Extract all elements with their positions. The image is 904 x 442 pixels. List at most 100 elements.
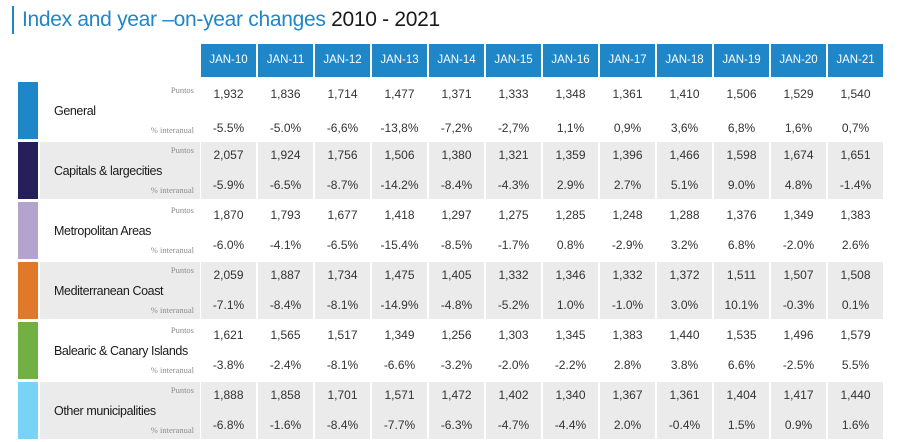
region-label: Puntos Balearic & Canary Islands % interan… xyxy=(40,322,200,379)
region-label: Puntos Capitals & largecities % interanual xyxy=(40,142,200,199)
change-value: -2.9% xyxy=(611,238,644,252)
index-value: 1,535 xyxy=(726,328,757,342)
region-name: Mediterranean Coast xyxy=(54,283,164,298)
column-header: JAN-12 xyxy=(315,44,370,77)
change-value: 3.8% xyxy=(670,358,699,372)
region-name: General xyxy=(54,103,96,118)
index-value: 1,621 xyxy=(213,328,244,342)
interanual-label: % interanual xyxy=(150,425,194,435)
change-value: -8.7% xyxy=(315,171,370,199)
puntos-label: Puntos xyxy=(170,145,194,155)
index-value: 1,361 xyxy=(657,382,712,411)
index-value: 1,321 xyxy=(486,142,541,171)
change-value: -4.1% xyxy=(269,238,302,252)
change-value: -6.6% xyxy=(383,358,416,372)
change-value: -1.7% xyxy=(497,238,530,252)
index-value: 1,303 xyxy=(498,328,529,342)
change-value: -8.1% xyxy=(315,291,370,319)
change-value: 3.0% xyxy=(657,291,712,319)
index-value: 1,440 xyxy=(828,382,883,411)
index-value: 1,349 xyxy=(783,208,814,222)
index-value: 2,059 xyxy=(201,262,256,291)
region-color-bar xyxy=(18,202,38,259)
region-color-bar xyxy=(18,382,38,439)
change-value: 0.1% xyxy=(828,291,883,319)
change-value: 2.6% xyxy=(841,238,870,252)
change-value: -3.8% xyxy=(212,358,245,372)
puntos-label: Puntos xyxy=(170,205,194,215)
index-value: 1,404 xyxy=(714,382,769,411)
region-color-bar xyxy=(18,322,38,379)
interanual-label: % interanual xyxy=(150,365,194,375)
interanual-label: % interanual xyxy=(150,245,194,255)
index-value: 1,496 xyxy=(783,328,814,342)
index-value: 1,540 xyxy=(840,87,871,101)
change-value: 5.5% xyxy=(841,358,870,372)
region-label: Puntos Mediterranean Coast % interanual xyxy=(40,262,200,319)
index-value: 1,579 xyxy=(840,328,871,342)
index-value: 1,887 xyxy=(258,262,313,291)
region-label: Puntos Other municipalities % interanual xyxy=(40,382,200,439)
change-value: -0.4% xyxy=(657,411,712,439)
index-value: 1,508 xyxy=(828,262,883,291)
change-value: -6.5% xyxy=(326,238,359,252)
change-value: -7.7% xyxy=(372,411,427,439)
header-blank xyxy=(40,44,200,77)
index-value: 1,565 xyxy=(270,328,301,342)
interanual-label: % interanual xyxy=(150,185,194,195)
index-value: 1,332 xyxy=(600,262,655,291)
index-value: 1,475 xyxy=(372,262,427,291)
change-value: 0.8% xyxy=(556,238,585,252)
index-value: 1,517 xyxy=(327,328,358,342)
change-value: -5.2% xyxy=(486,291,541,319)
index-value: 1,418 xyxy=(384,208,415,222)
index-value: 1,598 xyxy=(714,142,769,171)
region-name: Capitals & largecities xyxy=(54,163,162,178)
index-value: 1,361 xyxy=(612,87,643,101)
change-value: -1.0% xyxy=(600,291,655,319)
change-value: 1.6% xyxy=(828,411,883,439)
index-value: 1,285 xyxy=(555,208,586,222)
index-value: 1,506 xyxy=(372,142,427,171)
change-value: -6.0% xyxy=(212,238,245,252)
change-value: -7,2% xyxy=(440,121,473,135)
title-main: Index and year –on-year changes xyxy=(22,8,326,31)
index-value: 1,529 xyxy=(783,87,814,101)
index-value: 1,372 xyxy=(657,262,712,291)
title-years: 2010 - 2021 xyxy=(331,8,440,31)
header-blank xyxy=(18,44,40,77)
index-value: 1,396 xyxy=(600,142,655,171)
change-value: -2.2% xyxy=(554,358,587,372)
index-value: 1,870 xyxy=(213,208,244,222)
index-value: 1,417 xyxy=(771,382,826,411)
index-value: 1,340 xyxy=(543,382,598,411)
change-value: 6.8% xyxy=(727,238,756,252)
change-value: -13,8% xyxy=(380,121,419,135)
column-header: JAN-17 xyxy=(600,44,655,77)
column-header: JAN-16 xyxy=(543,44,598,77)
index-value: 1,297 xyxy=(441,208,472,222)
index-value: 1,734 xyxy=(315,262,370,291)
index-value: 1,345 xyxy=(555,328,586,342)
change-value: 2.0% xyxy=(600,411,655,439)
index-value: 1,275 xyxy=(498,208,529,222)
region-name: Metropolitan Areas xyxy=(54,223,152,238)
puntos-label: Puntos xyxy=(170,265,194,275)
index-table: JAN-10 JAN-11 JAN-12 JAN-13 JAN-14 JAN-15 JAN-… xyxy=(18,44,884,442)
region-label: Puntos Metropolitan Areas % interanual xyxy=(40,202,200,259)
region-name: Balearic & Canary Islands xyxy=(54,343,188,358)
change-value: -8.4% xyxy=(258,291,313,319)
index-value: 1,932 xyxy=(213,87,244,101)
change-value: -8.4% xyxy=(429,171,484,199)
change-value: 3.2% xyxy=(670,238,699,252)
change-value: -8.5% xyxy=(440,238,473,252)
region-color-bar xyxy=(18,82,38,139)
change-value: 3,6% xyxy=(670,121,699,135)
change-value: 1.0% xyxy=(543,291,598,319)
region-color-bar xyxy=(18,142,38,199)
change-value: 0,7% xyxy=(841,121,870,135)
change-value: -2.5% xyxy=(782,358,815,372)
index-value: 1,333 xyxy=(498,87,529,101)
column-header: JAN-20 xyxy=(771,44,826,77)
index-value: 1,349 xyxy=(384,328,415,342)
